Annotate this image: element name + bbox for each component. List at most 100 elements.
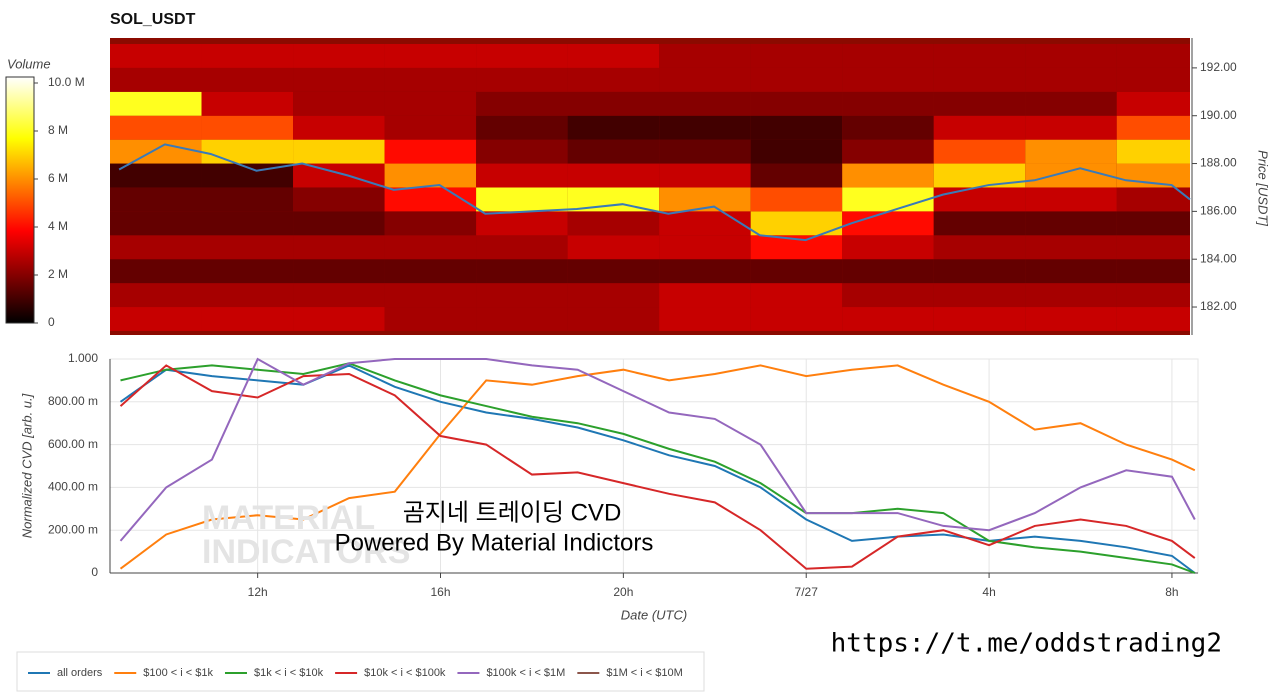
heat-cell <box>567 235 660 260</box>
heat-cell <box>201 283 294 308</box>
legend-label: all orders <box>57 667 103 679</box>
heat-cell <box>659 235 751 260</box>
y-tick-label: 190.00 <box>1200 108 1237 122</box>
heat-cell <box>110 91 202 116</box>
heat-cell <box>1025 307 1117 331</box>
heat-cell <box>750 307 843 331</box>
heat-cell <box>293 307 385 331</box>
heat-cell <box>201 211 294 236</box>
heat-cell <box>293 163 385 188</box>
colorbar-tick-label: 2 M <box>48 267 68 281</box>
heat-cell <box>659 187 751 212</box>
heat-cell <box>476 283 568 308</box>
heat-cell <box>842 67 934 92</box>
heat-cell <box>384 67 477 92</box>
heat-cell <box>933 211 1026 236</box>
heat-cell <box>201 67 294 92</box>
heat-cell <box>293 283 385 308</box>
y-axis-title: Price [USDT] <box>1256 150 1271 226</box>
heat-cell <box>201 139 294 164</box>
heat-cell <box>659 283 751 308</box>
heat-cell <box>293 91 385 116</box>
legend-box <box>16 651 705 692</box>
heat-cell <box>750 91 843 116</box>
heat-cell <box>293 187 385 212</box>
heat-cell <box>110 139 202 164</box>
heat-cell <box>110 67 202 92</box>
heat-cell <box>567 115 660 140</box>
heat-cell <box>476 67 568 92</box>
heat-cell <box>1025 235 1117 260</box>
colorbar-tick-label: 6 M <box>48 171 68 185</box>
heat-cell <box>750 43 843 68</box>
heat-cell <box>1116 187 1190 212</box>
heat-cell <box>659 163 751 188</box>
cvd-panel: 0 200.00 m 400.00 m 600.00 m 800.00 m 1.000 12… <box>48 351 1199 599</box>
heat-cell <box>933 115 1026 140</box>
colorbar-title: Volume <box>7 56 51 71</box>
heat-cell <box>1025 43 1117 68</box>
heat-cell <box>750 187 843 212</box>
overlay-text: 곰지네 트레이딩 CVD <box>403 499 622 526</box>
legend-label: $100k < i < $1M <box>486 667 565 679</box>
heat-cell <box>110 211 202 236</box>
heat-cell <box>1116 67 1190 92</box>
heat-cell <box>1116 115 1190 140</box>
heat-cell <box>384 115 477 140</box>
x-tick-label: 12h <box>248 585 268 599</box>
colorbar <box>5 76 35 324</box>
heat-cell <box>842 187 934 212</box>
heat-cell <box>1116 211 1190 236</box>
heat-cell <box>567 67 660 92</box>
heat-cell <box>842 115 934 140</box>
heat-cell <box>476 259 568 284</box>
heat-cell <box>201 259 294 284</box>
heat-cell <box>1025 115 1117 140</box>
heat-cell <box>201 235 294 260</box>
heat-cell <box>1025 283 1117 308</box>
chart-title: SOL_USDT <box>110 11 196 28</box>
heat-cell <box>384 259 477 284</box>
heat-cell <box>933 163 1026 188</box>
x-axis-title: Date (UTC) <box>621 607 687 622</box>
heat-cell <box>293 211 385 236</box>
heat-cell <box>201 43 294 68</box>
price-line <box>118 143 1191 242</box>
heat-cell <box>659 211 751 236</box>
watermark: MATERIAL <box>202 499 375 537</box>
colorbar-tick-label: 0 <box>48 315 55 329</box>
y-tick-label: 1.000 <box>68 351 98 365</box>
heat-cell <box>384 91 477 116</box>
heat-cell <box>567 139 660 164</box>
heat-cell <box>567 187 660 212</box>
cvd-line <box>119 364 1196 570</box>
legend-label: $10k < i < $100k <box>364 667 446 679</box>
heat-cell <box>110 187 202 212</box>
heat-cell <box>384 139 477 164</box>
cvd-line <box>119 357 1196 542</box>
heat-cell <box>659 259 751 284</box>
heat-cell <box>933 43 1026 68</box>
heat-cell <box>384 307 477 331</box>
heat-cell <box>110 259 202 284</box>
heat-cell <box>659 307 751 331</box>
y-tick-label: 200.00 m <box>48 522 98 536</box>
heat-cell <box>842 43 934 68</box>
y-tick-label: 600.00 m <box>48 437 98 451</box>
heat-cell <box>933 91 1026 116</box>
heat-cell <box>110 307 202 331</box>
watermark: INDICATORS <box>202 533 410 571</box>
heat-cell <box>293 115 385 140</box>
cvd-line <box>119 364 1196 570</box>
heat-cell <box>1116 235 1190 260</box>
y-tick-label: 188.00 <box>1200 156 1237 170</box>
url-text: https://t.me/oddstrading2 <box>831 629 1222 659</box>
heat-cell <box>1116 283 1190 308</box>
heat-cell <box>1116 307 1190 331</box>
heat-cell <box>842 235 934 260</box>
heat-cell <box>933 139 1026 164</box>
heat-cell <box>933 235 1026 260</box>
heat-cell <box>933 187 1026 212</box>
heat-cell <box>567 43 660 68</box>
heat-cell <box>842 283 934 308</box>
